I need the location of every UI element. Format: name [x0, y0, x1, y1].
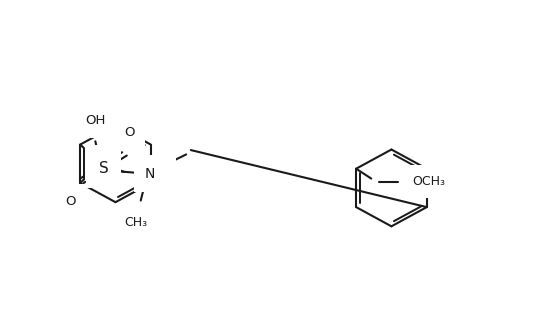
Text: OH: OH [85, 114, 106, 127]
Text: CH₃: CH₃ [124, 216, 147, 229]
Text: O: O [65, 195, 76, 208]
Text: OCH₃: OCH₃ [412, 175, 445, 188]
Text: O: O [124, 126, 134, 139]
Text: OH: OH [145, 166, 166, 179]
Text: N: N [145, 167, 155, 181]
Text: B: B [96, 156, 106, 170]
Text: S: S [98, 161, 108, 176]
